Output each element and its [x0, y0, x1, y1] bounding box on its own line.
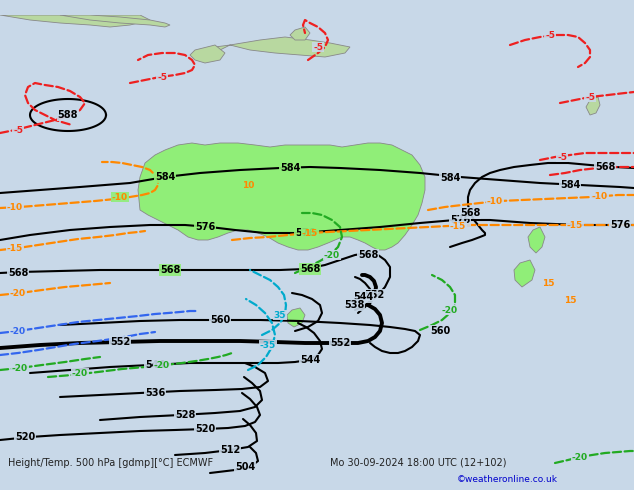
Text: -15: -15 [7, 244, 23, 252]
Text: 552: 552 [364, 290, 384, 300]
Text: 560: 560 [430, 326, 450, 336]
Text: 35: 35 [274, 311, 286, 319]
Text: -15: -15 [302, 228, 318, 238]
Text: -20: -20 [10, 326, 26, 336]
Text: 576: 576 [195, 222, 215, 232]
Text: Height/Temp. 500 hPa [gdmp][°C] ECMWF: Height/Temp. 500 hPa [gdmp][°C] ECMWF [8, 458, 213, 468]
Text: 536: 536 [145, 388, 165, 398]
Text: 568: 568 [460, 208, 480, 218]
Text: 588: 588 [58, 110, 78, 120]
Text: 15: 15 [541, 278, 554, 288]
Text: 528: 528 [175, 410, 195, 420]
Text: -15: -15 [567, 220, 583, 229]
Polygon shape [290, 27, 310, 40]
Text: 544: 544 [145, 360, 165, 370]
Text: 568: 568 [358, 250, 378, 260]
Text: -10: -10 [112, 193, 128, 201]
Polygon shape [287, 308, 305, 327]
Text: 576: 576 [295, 228, 315, 238]
Text: 15: 15 [564, 295, 576, 304]
Polygon shape [586, 97, 600, 115]
Text: 520: 520 [15, 432, 35, 442]
Text: -10: -10 [487, 196, 503, 205]
Text: -20: -20 [154, 361, 170, 369]
Text: Mo 30-09-2024 18:00 UTC (12+102): Mo 30-09-2024 18:00 UTC (12+102) [330, 458, 506, 468]
Polygon shape [215, 37, 350, 57]
Text: 568: 568 [160, 265, 180, 275]
Text: 552: 552 [330, 338, 350, 348]
Text: -20: -20 [72, 368, 88, 377]
Text: 584: 584 [440, 173, 460, 183]
Text: 584: 584 [560, 180, 580, 190]
Text: 568: 568 [595, 162, 615, 172]
Text: 568: 568 [300, 264, 320, 274]
Polygon shape [60, 15, 170, 27]
Text: 538: 538 [344, 300, 364, 310]
Text: 552: 552 [110, 337, 130, 347]
Polygon shape [190, 45, 225, 63]
Text: -20: -20 [572, 452, 588, 462]
Text: 544: 544 [300, 355, 320, 365]
Text: -35: -35 [260, 341, 276, 349]
Text: 520: 520 [195, 424, 215, 434]
Text: 10: 10 [242, 180, 254, 190]
Text: -10: -10 [7, 202, 23, 212]
Text: 584: 584 [155, 172, 175, 182]
Text: 576: 576 [450, 215, 470, 225]
Text: -5: -5 [557, 152, 567, 162]
Text: 504: 504 [235, 462, 255, 472]
Text: 512: 512 [220, 445, 240, 455]
Text: -20: -20 [12, 364, 28, 372]
Text: -5: -5 [585, 93, 595, 101]
Text: 576: 576 [610, 220, 630, 230]
Text: 568: 568 [8, 268, 28, 278]
Text: 544: 544 [353, 292, 373, 302]
Text: 584: 584 [280, 163, 300, 173]
Text: -20: -20 [442, 305, 458, 315]
Text: -10: -10 [592, 192, 608, 200]
Text: -20: -20 [10, 289, 26, 297]
Polygon shape [138, 143, 425, 250]
Text: -5: -5 [545, 30, 555, 40]
Text: -15: -15 [450, 221, 466, 230]
Text: -5: -5 [13, 125, 23, 134]
Text: ©weatheronline.co.uk: ©weatheronline.co.uk [456, 475, 557, 484]
Polygon shape [0, 15, 150, 27]
Polygon shape [514, 260, 535, 287]
Text: 560: 560 [210, 315, 230, 325]
Text: -20: -20 [324, 250, 340, 260]
Polygon shape [528, 227, 545, 253]
Text: -5: -5 [313, 43, 323, 51]
Text: -5: -5 [157, 73, 167, 81]
